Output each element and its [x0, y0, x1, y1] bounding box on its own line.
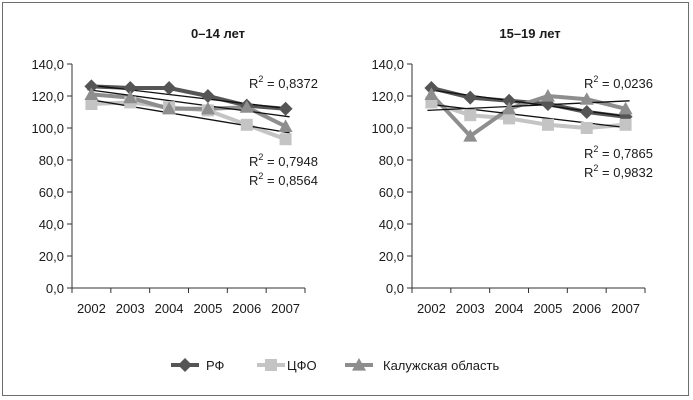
legend-label: РФ: [206, 358, 225, 373]
data-point: [502, 101, 517, 115]
data-point: [424, 87, 439, 100]
y-tick-label: 120,0: [31, 89, 64, 104]
y-tick-label: 0,0: [386, 281, 404, 296]
figure-frame: [2, 2, 689, 396]
r-squared-label: R2 = 0,7948: [249, 152, 318, 169]
trend-line: [87, 84, 290, 110]
x-tick-label: 2007: [271, 301, 300, 316]
chart-title: 0–14 лет: [191, 26, 245, 41]
data-point: [239, 100, 254, 113]
r-squared-label: R2 = 0,9832: [584, 163, 653, 180]
series-line: [429, 93, 627, 138]
legend: РФ ЦФО Калужская область: [171, 358, 499, 373]
data-point: [540, 89, 555, 102]
trend-line: [427, 100, 630, 112]
x-tick-label: 2004: [155, 301, 184, 316]
y-tick-label: 60,0: [39, 185, 64, 200]
data-point: [200, 101, 215, 115]
data-point: [85, 98, 98, 110]
data-point: [579, 92, 594, 105]
data-point: [123, 81, 138, 95]
data-point: [541, 118, 554, 131]
series-line: [91, 92, 287, 129]
y-tick-label: 40,0: [379, 217, 404, 232]
trend-line: [87, 88, 290, 118]
y-tick-label: 100,0: [31, 121, 64, 136]
x-tick-label: 2002: [417, 301, 446, 316]
r-squared-label: R2 = 0,8564: [249, 171, 318, 188]
data-point: [278, 119, 293, 132]
legend-label: Калужская область: [383, 358, 499, 373]
data-point: [463, 129, 478, 142]
data-point: [162, 101, 177, 115]
trend-line: [427, 88, 630, 118]
data-point: [84, 79, 99, 94]
data-point: [502, 93, 517, 108]
legend-marker: [178, 358, 192, 372]
series-line: [430, 100, 626, 130]
data-point: [200, 89, 215, 103]
data-point: [618, 101, 633, 115]
x-tick-label: 2004: [495, 301, 524, 316]
data-point: [463, 90, 478, 105]
y-tick-label: 140,0: [371, 57, 404, 72]
chart-title: 15–19 лет: [499, 26, 560, 41]
y-tick-label: 20,0: [39, 249, 64, 264]
data-point: [123, 90, 138, 104]
x-tick-label: 2005: [193, 301, 222, 316]
x-tick-label: 2006: [232, 301, 261, 316]
r-squared-label: R2 = 0,7865: [584, 144, 653, 161]
trend-line: [427, 103, 630, 129]
r-squared-label: R2 = 0,8372: [249, 74, 318, 91]
y-tick-label: 80,0: [379, 153, 404, 168]
y-tick-label: 120,0: [371, 89, 404, 104]
x-tick-label: 2005: [533, 301, 562, 316]
legend-label: ЦФО: [287, 358, 317, 373]
x-tick-label: 2003: [116, 301, 145, 316]
data-point: [580, 122, 593, 134]
data-point: [619, 118, 632, 131]
data-point: [279, 133, 292, 146]
r-squared-label: R2 = 0,0236: [584, 74, 653, 91]
data-point: [278, 101, 293, 116]
y-tick-label: 40,0: [39, 217, 64, 232]
y-tick-label: 0,0: [46, 281, 64, 296]
trend-line: [87, 98, 290, 134]
data-point: [464, 109, 477, 122]
data-point: [162, 81, 177, 95]
x-tick-label: 2007: [611, 301, 640, 316]
data-point: [84, 87, 99, 100]
data-point: [579, 105, 594, 119]
data-point: [503, 112, 516, 125]
chart-panel-2: 15–19 лет 0,0 20,0 40,0 60,0 80,0 100,0 120,0 14…: [371, 26, 653, 316]
legend-marker: [352, 358, 366, 371]
data-point: [240, 118, 253, 131]
y-tick-label: 140,0: [31, 57, 64, 72]
y-tick-label: 20,0: [379, 249, 404, 264]
y-tick-label: 100,0: [371, 121, 404, 136]
x-tick-label: 2006: [572, 301, 601, 316]
x-tick-label: 2003: [456, 301, 485, 316]
legend-marker: [265, 359, 277, 371]
y-tick-label: 60,0: [379, 185, 404, 200]
y-tick-label: 80,0: [39, 153, 64, 168]
x-tick-label: 2002: [77, 301, 106, 316]
chart-panel-1: 0–14 лет 0,0 20,0 40,0 60,0 80,0 100,0 120,0 140…: [31, 26, 318, 316]
